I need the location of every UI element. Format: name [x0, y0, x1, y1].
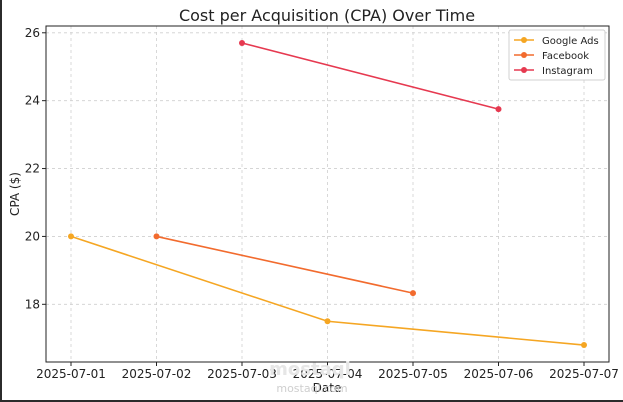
data-point-instagram [495, 106, 502, 113]
data-point-google-ads [581, 342, 587, 349]
y-tick-label: 18 [25, 297, 40, 311]
watermark-site: mostaql.com [276, 382, 347, 395]
y-tick-label: 20 [25, 229, 40, 243]
legend: Google Ads Facebook Instagram [508, 29, 606, 81]
data-point-google-ads [324, 318, 331, 325]
legend-box [508, 29, 606, 81]
x-axis-label: Date [313, 381, 342, 395]
legend-marker-facebook [521, 52, 527, 58]
data-point-instagram [239, 39, 245, 46]
legend-label-instagram: Instagram [542, 66, 593, 77]
y-tick-label: 22 [25, 162, 40, 176]
legend-marker-google-ads [521, 37, 527, 43]
x-tick-label: 2025-07-07 [549, 367, 619, 381]
x-tick-label: 2025-07-02 [122, 367, 192, 381]
y-tick-label: 24 [25, 94, 40, 108]
x-tick-label: 2025-07-05 [378, 367, 448, 381]
data-point-facebook [153, 233, 160, 240]
legend-label-facebook: Facebook [542, 51, 589, 62]
y-tick-label: 26 [25, 26, 40, 40]
series-line-facebook [156, 235, 414, 294]
grid [46, 26, 609, 362]
x-tick-label: 2025-07-01 [36, 367, 106, 381]
series-line-instagram [241, 42, 499, 110]
legend-marker-instagram [521, 67, 527, 73]
x-tick-label: 2025-07-04 [293, 367, 363, 381]
series [68, 39, 587, 349]
y-axis-label: CPA ($) [8, 172, 22, 216]
data-point-google-ads [68, 233, 74, 240]
watermark-brand: mostaql [269, 359, 351, 380]
x-tick-label: 2025-07-03 [207, 367, 277, 381]
data-point-facebook [410, 290, 416, 297]
chart-title: Cost per Acquisition (CPA) Over Time [179, 6, 475, 25]
axis-ticks: 2025-07-01 2025-07-02 2025-07-03 2025-07-04… [25, 26, 619, 381]
legend-label-google-ads: Google Ads [542, 36, 599, 47]
x-tick-label: 2025-07-06 [464, 367, 534, 381]
